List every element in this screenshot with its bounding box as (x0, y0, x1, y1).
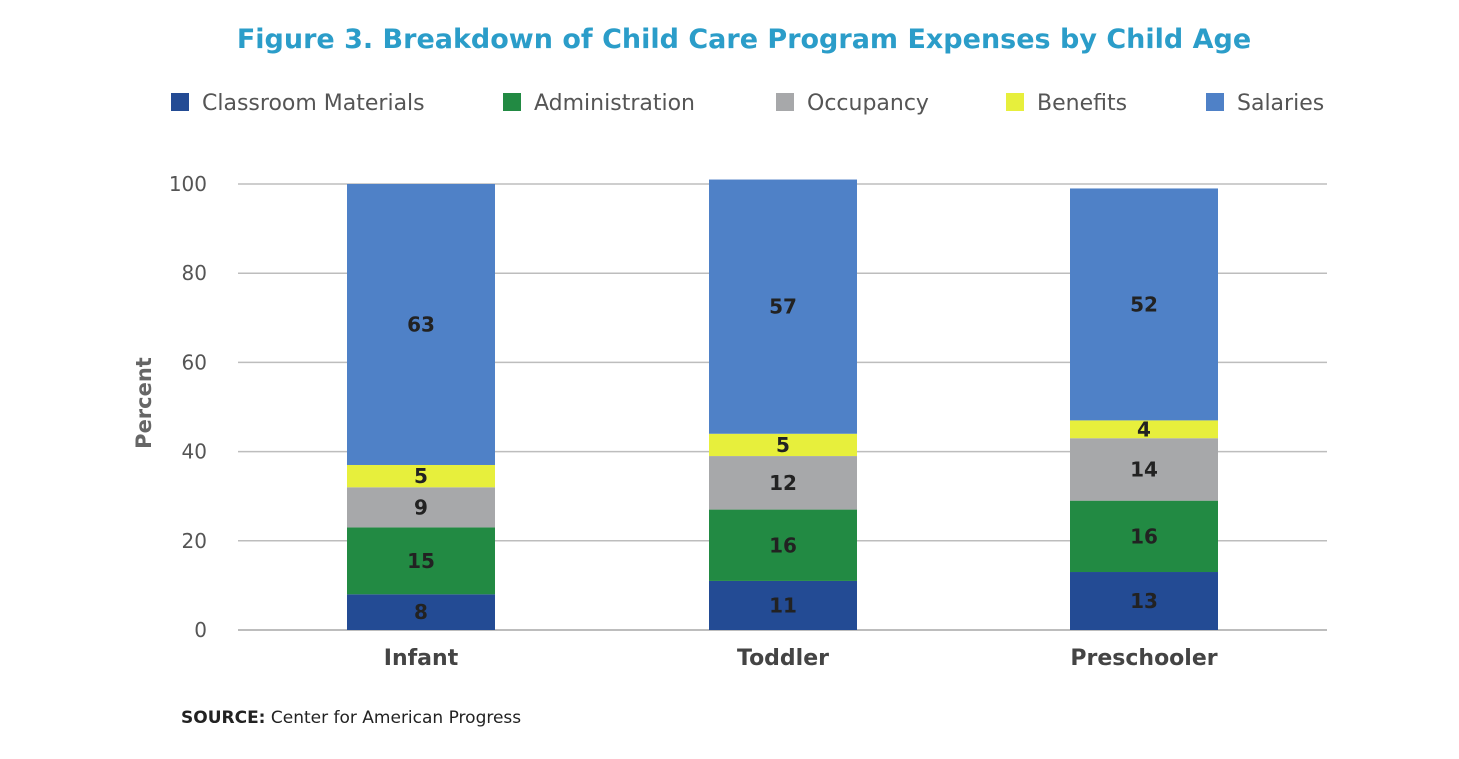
bars: 8 15 9 5 63 11 16 12 5 57 13 16 14 4 52 (347, 179, 1218, 630)
data-label-toddler-administration: 16 (769, 533, 797, 557)
data-label-toddler-benefits: 5 (776, 433, 790, 457)
y-tick-label-40: 40 (182, 440, 207, 464)
data-label-infant-benefits: 5 (414, 464, 428, 488)
bar-infant-classroom-materials (347, 594, 495, 630)
x-tick-label-preschooler: Preschooler (1070, 646, 1217, 671)
y-tick-label-20: 20 (182, 529, 207, 553)
y-tick-label-0: 0 (194, 618, 207, 642)
data-label-toddler-classroom-materials: 11 (769, 593, 797, 617)
y-axis-label: Percent (132, 357, 156, 449)
legend-swatch-classroom-materials (171, 93, 189, 111)
legend-label-occupancy: Occupancy (807, 91, 929, 116)
source-text: Center for American Progress (270, 708, 522, 728)
y-axis: 0 20 40 60 80 100 (169, 172, 207, 642)
chart-legend: Classroom Materials Administration Occupan… (171, 91, 1324, 116)
data-label-preschooler-benefits: 4 (1137, 417, 1151, 441)
legend-label-administration: Administration (534, 91, 695, 116)
data-label-toddler-salaries: 57 (769, 295, 797, 319)
data-label-toddler-occupancy: 12 (769, 471, 797, 495)
data-label-preschooler-occupancy: 14 (1130, 457, 1158, 481)
data-label-infant-administration: 15 (407, 549, 435, 573)
chart-title: Figure 3. Breakdown of Child Care Progra… (237, 24, 1251, 55)
stacked-bar-chart: Figure 3. Breakdown of Child Care Progra… (132, 24, 1327, 671)
data-label-preschooler-classroom-materials: 13 (1130, 589, 1158, 613)
bar-infant-benefits (347, 464, 495, 488)
bar-preschooler-classroom-materials (1070, 572, 1218, 630)
legend-label-classroom-materials: Classroom Materials (202, 91, 425, 116)
source-note: SOURCE: Center for American Progress (181, 708, 521, 728)
y-tick-label-100: 100 (169, 172, 207, 196)
bar-toddler-classroom-materials (709, 580, 857, 630)
y-tick-label-60: 60 (182, 350, 207, 374)
bar-toddler-benefits (709, 433, 857, 457)
legend-swatch-benefits (1006, 93, 1024, 111)
legend-label-salaries: Salaries (1237, 91, 1324, 116)
legend-swatch-occupancy (776, 93, 794, 111)
bar-toddler-salaries (709, 179, 857, 434)
legend-swatch-administration (503, 93, 521, 111)
data-label-infant-salaries: 63 (407, 312, 435, 336)
bar-preschooler-salaries (1070, 188, 1218, 421)
bar-toddler-administration (709, 509, 857, 581)
data-label-preschooler-administration: 16 (1130, 524, 1158, 548)
x-axis: Infant Toddler Preschooler (384, 646, 1218, 671)
x-tick-label-infant: Infant (384, 646, 459, 671)
bar-preschooler-benefits (1070, 420, 1218, 439)
bar-toddler-occupancy (709, 456, 857, 510)
data-label-preschooler-salaries: 52 (1130, 292, 1158, 316)
bar-infant-salaries (347, 184, 495, 465)
bar-preschooler-occupancy (1070, 438, 1218, 501)
bar-infant-occupancy (347, 487, 495, 528)
source-label: SOURCE: (181, 708, 266, 728)
data-label-infant-occupancy: 9 (414, 495, 428, 519)
bar-infant-administration (347, 527, 495, 595)
legend-label-benefits: Benefits (1037, 91, 1127, 116)
y-tick-label-80: 80 (182, 261, 207, 285)
bar-preschooler-administration (1070, 500, 1218, 573)
x-tick-label-toddler: Toddler (737, 646, 829, 671)
legend-swatch-salaries (1206, 93, 1224, 111)
data-label-infant-classroom-materials: 8 (414, 600, 428, 624)
